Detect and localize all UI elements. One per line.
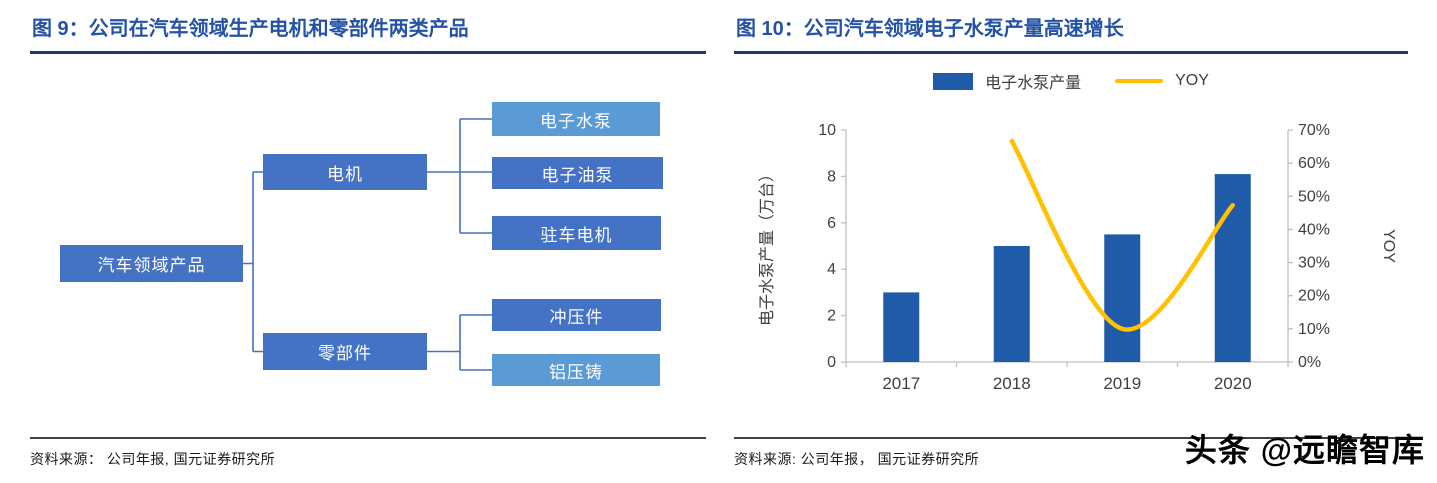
- fig10-title: 图 10：公司汽车领域电子水泵产量高速增长: [734, 8, 1408, 54]
- left-axis-tick-label: 4: [827, 261, 836, 278]
- left-axis-tick-label: 10: [818, 122, 836, 139]
- fig9-panel: 图 9：公司在汽车领域生产电机和零部件两类产品 汽车领域产品 电机 零部件 电子…: [30, 8, 706, 469]
- yoy-line: [1009, 138, 1235, 332]
- bar-2019: [1104, 234, 1141, 362]
- x-axis-tick-label: 2017: [882, 374, 920, 393]
- x-axis-tick-label: 2019: [1103, 374, 1141, 393]
- fig9-diagram: 汽车领域产品 电机 零部件 电子水泵 电子油泵 驻车电机 冲压件 铝压铸: [30, 74, 706, 430]
- x-axis-tick-label: 2020: [1214, 374, 1252, 393]
- right-axis-tick-label: 10%: [1298, 321, 1330, 338]
- right-axis-tick-label: 20%: [1298, 288, 1330, 305]
- left-axis-title: 电子水泵产量（万台）: [758, 166, 776, 326]
- fig10-chart-area: 电子水泵产量 YOY 0 2 4 6 8 10 0% 10% 20% 30% 40% 50% 60% 70…: [734, 66, 1408, 405]
- right-axis-tick-label: 60%: [1298, 155, 1330, 172]
- diagram-connector-lines: [243, 118, 492, 371]
- bar-2018: [993, 246, 1030, 362]
- fig10-panel: 图 10：公司汽车领域电子水泵产量高速增长 电子水泵产量 YOY 0 2 4 6 8 10…: [734, 8, 1408, 469]
- legend-label-line: YOY: [1175, 72, 1209, 89]
- fig10-legend: 电子水泵产量 YOY: [734, 66, 1408, 96]
- right-axis-tick-label: 30%: [1298, 255, 1330, 272]
- fig10-chart: 0 2 4 6 8 10 0% 10% 20% 30% 40% 50% 60% 70% 2017 2018 20…: [758, 122, 1397, 393]
- diagram-node-parts: 零部件: [263, 333, 427, 370]
- diagram-node-water-pump: 电子水泵: [492, 102, 660, 136]
- legend-bar-swatch: [933, 72, 974, 90]
- right-axis-tick-label: 0%: [1298, 354, 1321, 371]
- diagram-node-aluminum-cast: 铝压铸: [492, 354, 660, 386]
- left-axis-tick-label: 6: [827, 215, 836, 232]
- diagram-node-stamping: 冲压件: [492, 299, 661, 331]
- legend-label-bars: 电子水泵产量: [985, 75, 1082, 92]
- right-axis-title: YOY: [1380, 229, 1397, 263]
- fig9-source: 资料来源： 公司年报, 国元证券研究所: [30, 437, 706, 469]
- left-axis-tick-label: 0: [827, 354, 836, 371]
- bar-2017: [883, 292, 920, 362]
- right-axis-tick-label: 50%: [1298, 188, 1330, 205]
- diagram-node-parking-motor: 驻车电机: [492, 216, 661, 250]
- bar-2020: [1214, 174, 1251, 362]
- diagram-node-oil-pump: 电子油泵: [492, 157, 663, 189]
- left-axis-tick-label: 2: [827, 308, 836, 325]
- diagram-node-motor: 电机: [263, 154, 427, 190]
- watermark: 头条 @远瞻智库: [1184, 432, 1425, 468]
- right-axis-tick-label: 40%: [1298, 221, 1330, 238]
- fig10-source: 资料来源: 公司年报， 国元证券研究所: [734, 437, 1408, 469]
- left-axis-tick-label: 8: [827, 168, 836, 185]
- right-axis-tick-label: 70%: [1298, 122, 1330, 139]
- legend-line-swatch: [1115, 79, 1164, 83]
- diagram-node-root: 汽车领域产品: [60, 245, 243, 282]
- x-axis-tick-label: 2018: [993, 374, 1031, 393]
- fig9-title: 图 9：公司在汽车领域生产电机和零部件两类产品: [30, 8, 706, 54]
